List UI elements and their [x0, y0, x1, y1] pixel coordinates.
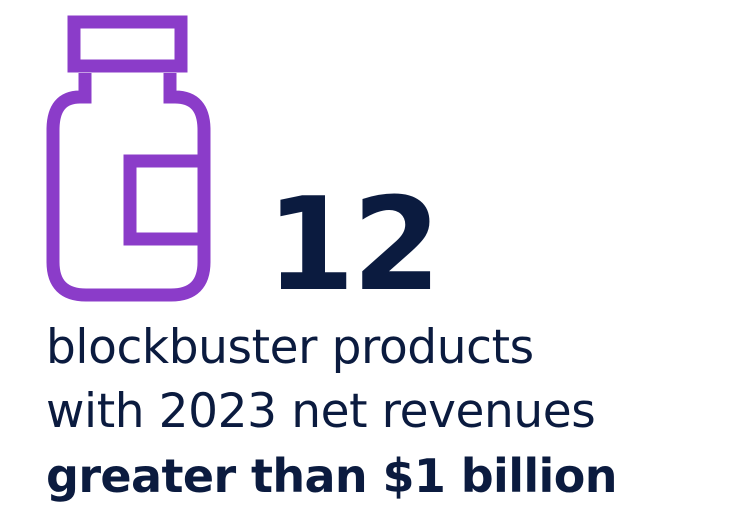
blockbuster-count: 12	[266, 171, 441, 320]
description-line-2: with 2023 net revenues	[46, 384, 596, 439]
description-line-1: blockbuster products	[46, 320, 534, 375]
medicine-bottle-icon	[46, 15, 211, 302]
description-line-3: greater than $1 billion	[46, 449, 617, 503]
